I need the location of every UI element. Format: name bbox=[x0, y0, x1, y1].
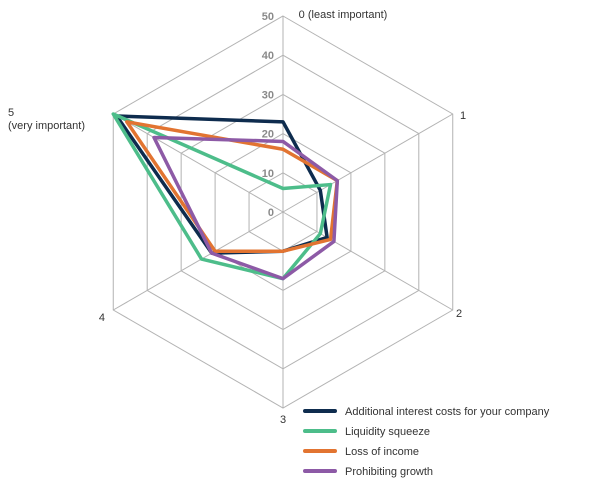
axis-label: 0 (least important) bbox=[299, 9, 388, 21]
series-line bbox=[152, 135, 340, 281]
grid-spoke bbox=[113, 113, 284, 213]
radial-tick-labels: 0 10 20 30 40 50 bbox=[262, 11, 274, 219]
tick-label: 40 bbox=[262, 50, 274, 62]
radar-series bbox=[111, 112, 340, 281]
axis-label: 1 bbox=[460, 110, 466, 122]
tick-label: 30 bbox=[262, 89, 274, 101]
legend-label: Prohibiting growth bbox=[345, 466, 433, 478]
grid-spoke bbox=[282, 211, 453, 311]
tick-label: 20 bbox=[262, 129, 274, 141]
legend-label: Loss of income bbox=[345, 446, 419, 458]
legend-label: Liquidity squeeze bbox=[345, 426, 430, 438]
grid-spoke bbox=[113, 211, 284, 311]
axis-label: 3 bbox=[280, 414, 286, 426]
axis-labels: 0 (least important) 1 2 3 4 5 (very important) bbox=[8, 9, 466, 426]
tick-label: 10 bbox=[262, 168, 274, 180]
tick-label: 50 bbox=[262, 11, 274, 23]
legend-label: Additional interest costs for your compa… bbox=[345, 406, 550, 418]
tick-label: 0 bbox=[268, 207, 274, 219]
series-line bbox=[114, 114, 329, 255]
radar-grid bbox=[112, 15, 454, 409]
legend: Additional interest costs for your compa… bbox=[303, 406, 550, 478]
axis-label: 5 (very important) bbox=[8, 107, 85, 132]
axis-label: 2 bbox=[456, 308, 462, 320]
grid-spoke bbox=[282, 113, 453, 213]
axis-label: 4 bbox=[99, 312, 105, 324]
